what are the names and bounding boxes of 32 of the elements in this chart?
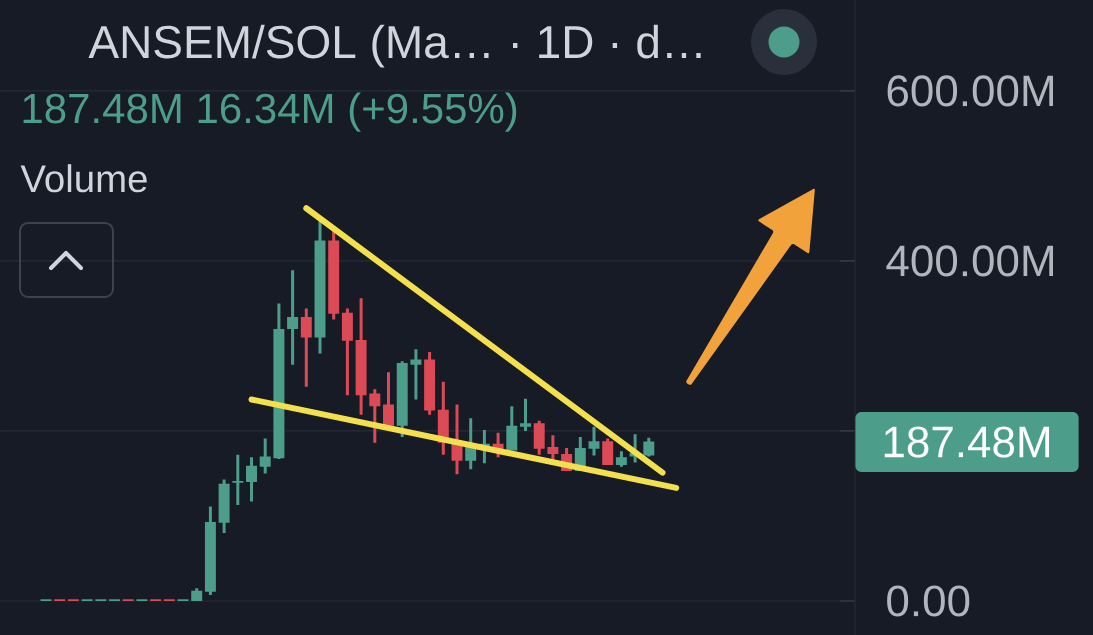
candlestick <box>273 303 285 460</box>
y-tick-label: 600.00M <box>887 75 1054 107</box>
candlestick <box>588 426 600 456</box>
text: ANSEM/SOL (Ma… · 1D · d… <box>88 24 701 68</box>
candlestick <box>465 418 477 470</box>
candlestick <box>506 406 518 451</box>
candlestick <box>369 389 381 443</box>
candlestick <box>314 220 326 354</box>
candlestick <box>232 454 244 505</box>
candlestick <box>191 588 203 601</box>
candlestick <box>424 351 436 415</box>
candlestick <box>246 457 257 502</box>
candlestick <box>328 230 340 320</box>
candlestick <box>287 270 299 365</box>
candlestick <box>396 361 408 437</box>
y-tick-label: 0.00 <box>887 585 970 617</box>
text: 187.48M <box>884 426 1050 458</box>
candlestick <box>410 349 422 400</box>
candlestick <box>615 451 627 467</box>
candlestick <box>218 479 230 533</box>
candlestick <box>533 420 545 455</box>
candlestick <box>355 298 367 415</box>
candlestick <box>341 308 353 396</box>
candlestick <box>643 437 655 457</box>
candlestick <box>204 506 216 596</box>
candlestick <box>602 438 614 465</box>
text: 187.48M 16.34M (+9.55%) <box>23 92 517 132</box>
candlestick <box>259 438 271 474</box>
candlestick <box>520 398 531 431</box>
y-tick-label: 400.00M <box>886 245 1054 277</box>
annotation: Volume <box>20 164 147 193</box>
candlestick <box>300 308 312 387</box>
